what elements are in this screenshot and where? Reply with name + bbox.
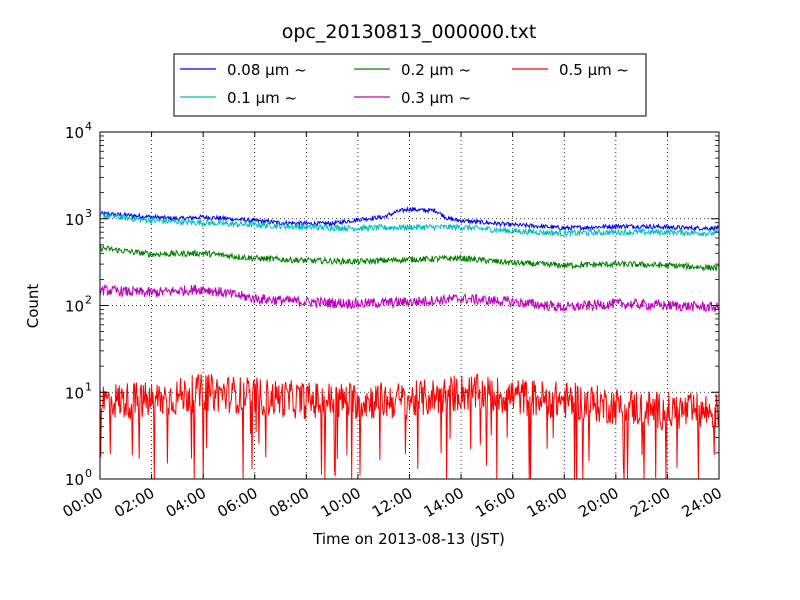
y-tick-label: 10	[65, 298, 84, 316]
x-tick-label: 06:00	[214, 484, 260, 521]
x-tick-label: 12:00	[369, 484, 415, 521]
y-tick-exponent: 1	[85, 380, 92, 393]
series-line-4	[99, 373, 720, 480]
y-tick-exponent: 4	[85, 120, 92, 133]
x-tick-label: 08:00	[266, 484, 312, 521]
series-line-3	[99, 284, 720, 313]
y-tick-label: 10	[65, 384, 84, 402]
chart-title: opc_20130813_000000.txt	[282, 21, 537, 43]
x-tick-label: 20:00	[575, 484, 621, 521]
x-tick-label: 14:00	[421, 484, 467, 521]
series-line-2	[99, 244, 720, 272]
legend-label-1: 0.1 μm ~	[227, 89, 297, 107]
y-tick-label: 10	[65, 211, 84, 229]
x-tick-label: 16:00	[472, 484, 518, 521]
legend-items: 0.08 μm ~ 0.1 μm ~ 0.2 μm ~ 0.3 μm ~ 0.5 μm …	[180, 61, 629, 107]
x-tick-label: 02:00	[111, 484, 157, 521]
legend-label-0: 0.08 μm ~	[227, 61, 307, 79]
x-tick-label: 10:00	[317, 484, 363, 521]
x-tick-label: 04:00	[163, 484, 209, 521]
x-tick-label: 00:00	[60, 484, 106, 521]
y-tick-exponent: 2	[85, 294, 92, 307]
legend-box	[173, 53, 647, 117]
x-axis: 00:00 02:00 04:00 06:00 08:00 10:00 12:00 14:00…	[60, 132, 725, 521]
x-tick-label: 18:00	[524, 484, 570, 521]
series-line-1	[99, 211, 720, 238]
y-axis-label: Count	[24, 284, 42, 329]
x-tick-label: 22:00	[627, 484, 673, 521]
x-tick-label: 24:00	[679, 484, 725, 521]
y-tick-exponent: 0	[85, 467, 92, 480]
legend: 0.08 μm ~ 0.1 μm ~ 0.2 μm ~ 0.3 μm ~ 0.5 μm …	[173, 53, 647, 117]
legend-label-4: 0.5 μm ~	[559, 61, 629, 79]
legend-label-3: 0.3 μm ~	[401, 89, 471, 107]
y-tick-label: 10	[65, 124, 84, 142]
y-tick-exponent: 3	[85, 207, 92, 220]
y-tick-label: 10	[65, 471, 84, 489]
legend-label-2: 0.2 μm ~	[401, 61, 471, 79]
series-line-0	[99, 205, 720, 232]
x-axis-label: Time on 2013-08-13 (JST)	[312, 530, 505, 548]
